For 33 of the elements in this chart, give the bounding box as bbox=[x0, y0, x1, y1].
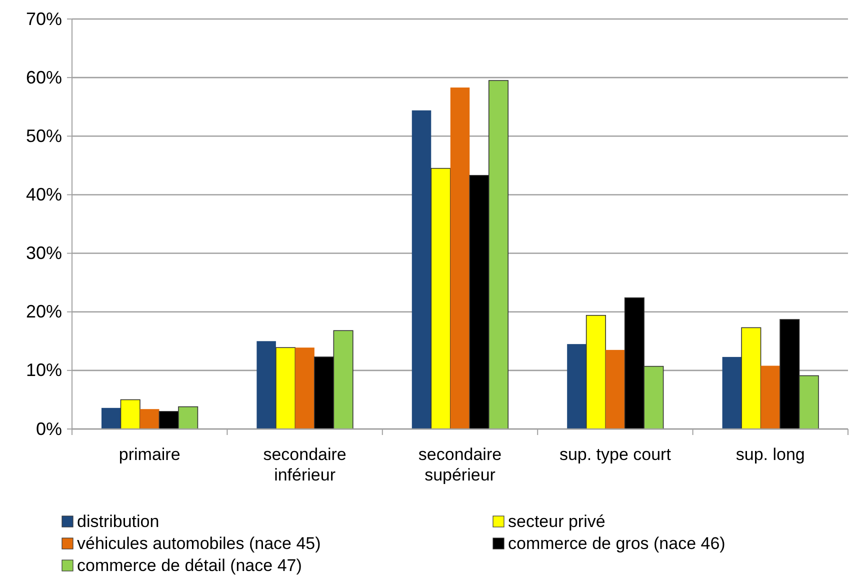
y-tick-label: 20% bbox=[26, 302, 62, 322]
bar bbox=[412, 110, 432, 429]
bar bbox=[760, 366, 780, 429]
bar bbox=[430, 168, 451, 430]
x-tick-label: sup. type court bbox=[559, 445, 672, 464]
bar bbox=[101, 408, 121, 429]
bar bbox=[567, 344, 586, 429]
bar bbox=[586, 314, 606, 430]
y-tick-label: 10% bbox=[26, 360, 62, 380]
x-tick-label: secondaire inférieur bbox=[263, 445, 346, 484]
bar bbox=[256, 341, 276, 429]
x-tick-label: sup. long bbox=[736, 445, 805, 464]
bar bbox=[276, 347, 296, 430]
legend-label: secteur privé bbox=[508, 512, 606, 531]
x-tick-label: secondaire supérieur bbox=[418, 445, 502, 484]
bar bbox=[722, 356, 742, 429]
bar bbox=[450, 88, 470, 429]
x-tick-label: primaire bbox=[118, 445, 180, 464]
bar bbox=[741, 327, 762, 430]
legend-label: commerce de détail (nace 47) bbox=[77, 556, 302, 575]
y-tick-label: 70% bbox=[26, 8, 62, 29]
y-tick-label: 60% bbox=[26, 67, 62, 88]
bar bbox=[140, 409, 160, 429]
y-tick-label: 50% bbox=[26, 126, 62, 146]
bar bbox=[295, 348, 314, 429]
y-tick-label: 0% bbox=[36, 418, 62, 439]
legend-label: véhicules automobiles (nace 45) bbox=[77, 534, 321, 553]
legend-label: distribution bbox=[77, 512, 160, 531]
bar bbox=[606, 350, 625, 429]
y-tick-label: 40% bbox=[26, 184, 62, 204]
legend-label: commerce de gros (nace 46) bbox=[508, 534, 726, 553]
bar bbox=[120, 399, 140, 430]
y-tick-label: 30% bbox=[26, 243, 62, 264]
